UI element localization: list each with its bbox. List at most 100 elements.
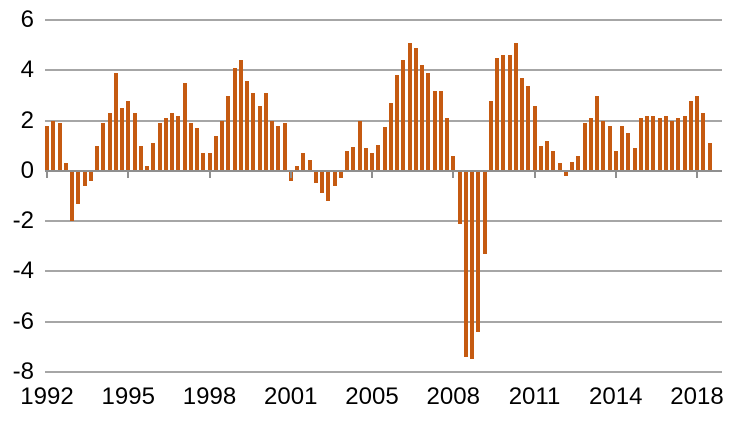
bar-26 [207, 153, 212, 171]
x-tick-label-2005: 2005 [345, 383, 399, 410]
bar-47 [338, 170, 343, 179]
bar-38 [282, 123, 287, 171]
bar-27 [213, 135, 218, 171]
bar-28 [220, 120, 224, 171]
bar-56 [395, 75, 399, 171]
bar-23 [188, 123, 193, 171]
bar-34 [257, 105, 262, 171]
x-tick-label-2008: 2008 [426, 383, 480, 410]
bar-66 [457, 170, 462, 224]
bar-52 [370, 153, 374, 171]
y-tick-label-0: 0 [20, 156, 34, 184]
bar-68 [470, 170, 474, 360]
bar-85 [576, 155, 581, 171]
x-tick-mark-2014 [614, 170, 617, 178]
bar-9 [101, 123, 106, 171]
x-tick-label-2014: 2014 [589, 383, 643, 410]
bar-31 [238, 60, 243, 171]
bar-62 [432, 90, 437, 171]
y-tick-label-2: 2 [20, 106, 34, 134]
bar-17 [151, 143, 156, 171]
x-tick-mark-1995 [127, 170, 130, 178]
bar-99 [663, 115, 668, 171]
bar-64 [445, 118, 449, 171]
bar-30 [232, 67, 237, 171]
bar-6 [82, 170, 87, 186]
bar-95 [638, 118, 643, 171]
gridline--6 [45, 320, 722, 323]
bar-101 [676, 118, 681, 171]
bar-14 [132, 113, 137, 171]
bar-25 [201, 153, 206, 171]
bar-86 [582, 123, 587, 171]
bar-60 [420, 65, 424, 171]
bar-83 [563, 170, 568, 176]
bar-41 [301, 153, 306, 171]
bar-43 [313, 170, 318, 184]
x-tick-label-1998: 1998 [182, 383, 237, 410]
x-tick-label-1992: 1992 [20, 383, 74, 410]
bar-82 [557, 163, 562, 171]
bar-10 [107, 113, 112, 171]
x-axis-line [45, 169, 722, 172]
x-tick-mark-1992 [46, 170, 48, 178]
bar-90 [607, 125, 612, 171]
bar-80 [545, 140, 549, 171]
bar-19 [163, 118, 168, 171]
bar-13 [126, 100, 131, 171]
bar-103 [688, 100, 693, 171]
bar-61 [426, 72, 431, 171]
bar-12 [120, 108, 124, 171]
y-tick-label-6: 6 [20, 6, 34, 34]
bar-49 [351, 147, 356, 171]
bar-8 [95, 145, 99, 171]
y-tick-label--4: -4 [12, 257, 34, 285]
x-tick-mark-2011 [533, 170, 536, 178]
bar-105 [701, 113, 706, 171]
bar-67 [463, 170, 468, 357]
bar-102 [682, 115, 687, 171]
bar-92 [620, 125, 624, 171]
x-tick-label-1995: 1995 [101, 383, 155, 410]
bar-75 [513, 42, 518, 171]
x-tick-label-2011: 2011 [508, 383, 561, 410]
bar-29 [226, 95, 231, 171]
bar-21 [176, 115, 181, 171]
x-tick-mark-2018 [696, 170, 698, 178]
bar-50 [357, 120, 362, 171]
y-tick-label--6: -6 [12, 307, 34, 335]
y-tick-label-4: 4 [20, 56, 34, 84]
bar-71 [488, 100, 493, 171]
bar-2 [57, 123, 62, 171]
bar-11 [113, 72, 118, 171]
bar-48 [345, 150, 349, 171]
x-tick-mark-2001 [289, 170, 292, 178]
bar-73 [501, 55, 506, 171]
bar-84 [570, 162, 574, 171]
bar-5 [76, 170, 81, 204]
x-tick-mark-1998 [208, 170, 211, 178]
bar-65 [451, 155, 456, 171]
bar-69 [476, 170, 481, 332]
gridline-2 [45, 119, 722, 122]
bar-22 [182, 83, 187, 171]
y-tick-label--2: -2 [12, 207, 34, 235]
bar-70 [482, 170, 487, 254]
bar-4 [70, 170, 74, 222]
gridline-6 [45, 19, 722, 22]
bar-97 [651, 115, 656, 171]
x-tick-label-2001: 2001 [264, 383, 318, 410]
bar-40 [295, 165, 299, 171]
bar-46 [332, 170, 337, 186]
bar-45 [326, 170, 331, 202]
bar-57 [401, 60, 406, 171]
gridline-4 [45, 69, 722, 72]
bar-79 [538, 145, 543, 171]
x-tick-label-2018: 2018 [670, 383, 724, 410]
bar-74 [507, 55, 512, 171]
gridline--2 [45, 220, 722, 223]
bar-7 [88, 170, 93, 181]
x-tick-mark-2008 [452, 170, 455, 178]
bar-24 [195, 128, 199, 171]
